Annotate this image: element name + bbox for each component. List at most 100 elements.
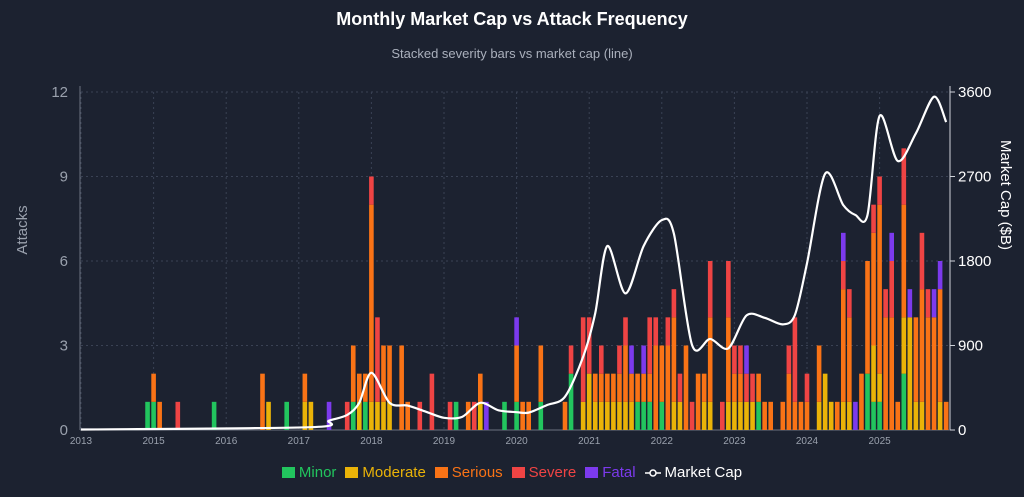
bar-severe [623, 317, 628, 346]
bar-serious [151, 373, 156, 402]
y2-tick-label: 1800 [958, 253, 991, 270]
legend-swatch [345, 467, 359, 478]
bar-minor [871, 401, 876, 430]
bar-serious [617, 373, 622, 402]
legend-item-serious[interactable]: Serious [434, 464, 503, 481]
legend: Minor Moderate Serious Severe Fatal Market Ca… [0, 464, 1024, 481]
bar-minor [659, 401, 665, 430]
bar-severe [726, 261, 731, 318]
bar-moderate [919, 401, 925, 430]
bar-severe [586, 317, 592, 374]
bar-serious [841, 289, 846, 402]
bar-moderate [357, 401, 362, 430]
bar-serious [931, 317, 937, 430]
bar-serious [762, 401, 767, 430]
bar-serious [526, 401, 531, 430]
bar-severe [919, 232, 925, 290]
legend-label: Minor [298, 464, 337, 481]
bar-serious [726, 317, 731, 402]
market-cap-line [80, 95, 948, 431]
bar-minor [865, 373, 870, 430]
bar-severe [720, 401, 725, 430]
bar-moderate [671, 401, 677, 430]
bar-serious [871, 232, 876, 346]
bar-severe [744, 373, 749, 402]
bar-minor [647, 401, 652, 430]
bar-moderate [816, 401, 822, 430]
legend-label: Moderate [362, 464, 426, 481]
bar-serious [387, 345, 392, 402]
bar-moderate [611, 401, 616, 430]
bar-moderate [677, 401, 683, 430]
bar-serious [592, 373, 598, 402]
bar-moderate [599, 401, 604, 430]
x-tick-label: 2025 [868, 436, 891, 447]
bar-minor [756, 401, 761, 430]
bar-moderate [738, 401, 743, 430]
bar-serious [562, 401, 568, 430]
bar-minor [635, 401, 640, 430]
bar-minor [151, 401, 156, 430]
legend-swatch [434, 467, 448, 478]
y-axis-title: Attacks [14, 205, 31, 254]
bar-moderate [750, 401, 755, 430]
x-tick-label: 2024 [796, 436, 819, 447]
legend-item-severe[interactable]: Severe [511, 464, 576, 481]
bar-serious [683, 345, 689, 430]
bar-serious [859, 373, 864, 430]
bar-minor [514, 401, 519, 430]
bar-serious [834, 401, 840, 430]
y-tick-label: 0 [60, 422, 68, 439]
bar-fatal [889, 232, 894, 261]
bar-severe [568, 345, 574, 374]
bar-serious [647, 373, 652, 402]
bar-minor [363, 401, 368, 430]
bar-serious [605, 373, 610, 402]
legend-label: Serious [451, 464, 503, 481]
bar-serious [943, 401, 949, 430]
bar-serious [701, 373, 707, 402]
x-tick-label: 2013 [70, 436, 93, 447]
bar-severe [707, 261, 713, 318]
bar-severe [653, 317, 659, 346]
bar-serious [756, 373, 761, 402]
bar-severe [750, 373, 755, 402]
legend-item-minor[interactable]: Minor [281, 464, 337, 481]
bar-severe [792, 317, 798, 402]
bar-serious [641, 373, 646, 402]
x-tick-label: 2022 [651, 436, 674, 447]
y-tick-label: 12 [51, 84, 68, 101]
y-tick-label: 9 [60, 169, 68, 186]
bar-serious [611, 373, 616, 402]
legend-item-fatal[interactable]: Fatal [585, 464, 636, 481]
bar-moderate [623, 401, 628, 430]
bar-fatal [937, 261, 943, 290]
bar-severe [889, 261, 894, 318]
bar-serious [635, 373, 640, 402]
bar-minor [145, 401, 150, 430]
bar-serious [738, 373, 743, 402]
bar-serious [623, 345, 628, 402]
bar-minor [453, 401, 459, 430]
x-tick-label: 2019 [433, 436, 456, 447]
bar-minor [284, 401, 289, 430]
bar-moderate [901, 317, 907, 374]
bar-moderate [266, 401, 271, 430]
bar-severe [738, 345, 743, 374]
bar-moderate [387, 401, 392, 430]
bar-serious [369, 204, 374, 402]
y-tick-label: 3 [60, 338, 68, 355]
bar-fatal [907, 289, 913, 318]
bar-moderate [744, 401, 749, 430]
bar-severe [786, 345, 792, 374]
legend-item-market-cap[interactable]: Market Cap [644, 464, 742, 481]
bar-serious [877, 204, 882, 374]
bar-severe [877, 176, 882, 205]
legend-item-moderate[interactable]: Moderate [345, 464, 426, 481]
bar-fatal [641, 345, 646, 374]
bar-moderate [302, 401, 308, 430]
bar-minor [502, 401, 507, 430]
bar-minor [350, 401, 356, 430]
bar-severe [175, 401, 181, 430]
